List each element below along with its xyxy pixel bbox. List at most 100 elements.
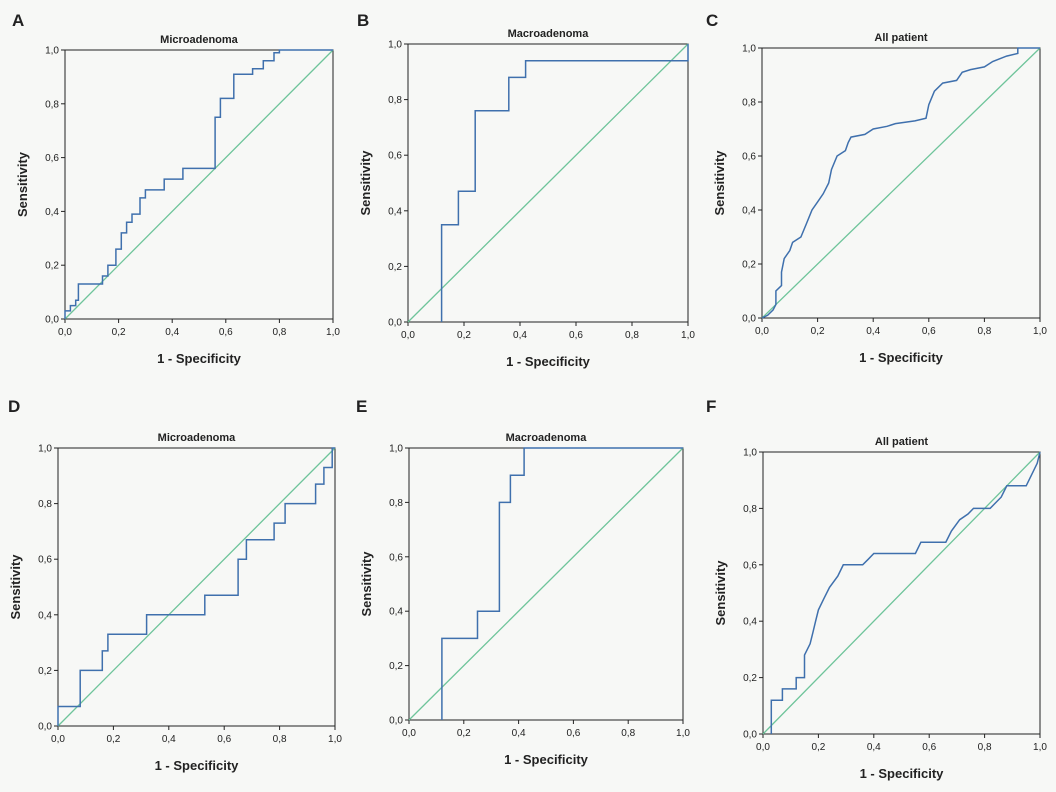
x-tick-label: 0,8: [272, 327, 286, 338]
x-axis-label: 1 - Specificity: [157, 351, 242, 366]
y-tick-label: 0,4: [743, 617, 757, 628]
x-tick-label: 0,6: [219, 327, 233, 338]
y-tick-label: 0,8: [388, 95, 402, 106]
x-axis-label: 1 - Specificity: [859, 350, 944, 365]
y-tick-label: 0,4: [742, 206, 756, 217]
y-tick-label: 1,0: [45, 46, 59, 57]
roc-panel-f: F All patient 0,00,0 0,2 0,2 0,4 0,4 0,6 0,6 0,8 0…: [706, 397, 1047, 781]
y-tick-label: 0,6: [38, 555, 52, 566]
y-tick-label: 0,0: [743, 730, 757, 741]
y-axis-label: Sensitivity: [359, 551, 374, 617]
x-tick-label: 0,6: [922, 742, 936, 753]
y-axis-label: Sensitivity: [15, 151, 30, 217]
y-tick-label: 1,0: [742, 44, 756, 55]
y-axis-label: Sensitivity: [8, 554, 23, 620]
panel-letter: B: [357, 11, 369, 30]
x-tick-label: 0,8: [621, 728, 635, 739]
y-tick-label: 0,6: [45, 153, 59, 164]
y-axis-label: Sensitivity: [358, 150, 373, 216]
x-tick-label: 0,4: [165, 327, 179, 338]
plot-frame: [762, 451, 1041, 735]
chart-title: All patient: [874, 32, 928, 44]
y-tick-label: 0,0: [388, 318, 402, 329]
x-tick-label: 0,4: [512, 728, 526, 739]
y-axis-label: Sensitivity: [713, 560, 728, 626]
y-tick-label: 0,2: [388, 262, 402, 273]
y-tick-label: 0,0: [742, 314, 756, 325]
y-axis-label: Sensitivity: [712, 150, 727, 216]
y-tick-label: 0,6: [389, 552, 403, 563]
plot-frame: [407, 43, 689, 323]
x-tick-label: 0,4: [162, 734, 176, 745]
roc-curve: [761, 47, 1040, 319]
y-tick-label: 0,0: [38, 722, 52, 733]
roc-curve: [440, 44, 689, 322]
y-tick-label: 1,0: [38, 444, 52, 455]
x-axis-label: 1 - Specificity: [860, 766, 945, 781]
x-tick-label: 0,8: [625, 330, 639, 341]
x-tick-label: 0,0: [401, 330, 415, 341]
x-tick-label: 0,2: [457, 728, 471, 739]
x-axis-label: 1 - Specificity: [155, 758, 240, 773]
plot-frame: [57, 447, 336, 727]
chart-title: Macroadenoma: [508, 28, 590, 40]
x-tick-label: 0,2: [457, 330, 471, 341]
roc-curve: [57, 447, 335, 726]
x-axis-label: 1 - Specificity: [506, 354, 591, 369]
y-tick-label: 0,8: [743, 504, 757, 515]
x-tick-label: 0,0: [51, 734, 65, 745]
chart-title: Microadenoma: [160, 34, 239, 46]
y-tick-label: 0,6: [388, 151, 402, 162]
panel-letter: D: [8, 397, 20, 416]
x-axis-label: 1 - Specificity: [504, 752, 589, 767]
x-tick-label: 0,6: [922, 326, 936, 337]
x-tick-label: 0,2: [106, 734, 120, 745]
chart-title: Macroadenoma: [506, 432, 588, 444]
x-tick-label: 0,6: [566, 728, 580, 739]
roc-curve: [441, 447, 683, 720]
panel-letter: C: [706, 11, 718, 30]
y-tick-label: 1,0: [389, 444, 403, 455]
chart-title: Microadenoma: [158, 432, 237, 444]
y-tick-label: 0,8: [38, 499, 52, 510]
plot-frame: [64, 49, 334, 320]
x-tick-label: 1,0: [326, 327, 340, 338]
chart-title: All patient: [875, 436, 929, 448]
y-tick-label: 0,2: [742, 260, 756, 271]
x-tick-label: 0,4: [866, 326, 880, 337]
y-tick-label: 0,6: [743, 560, 757, 571]
plot-frame: [761, 47, 1041, 319]
x-tick-label: 1,0: [681, 330, 695, 341]
x-tick-label: 0,2: [811, 742, 825, 753]
x-tick-label: 0,2: [112, 327, 126, 338]
reference-line: [762, 451, 1041, 735]
y-tick-label: 0,0: [45, 315, 59, 326]
x-tick-label: 0,0: [756, 742, 770, 753]
y-tick-label: 1,0: [388, 40, 402, 51]
x-tick-label: 1,0: [328, 734, 342, 745]
x-tick-label: 0,0: [58, 327, 72, 338]
x-tick-label: 0,0: [402, 728, 416, 739]
y-tick-label: 0,8: [742, 98, 756, 109]
panel-letter: A: [12, 11, 24, 30]
x-tick-label: 0,8: [978, 742, 992, 753]
y-tick-label: 0,6: [742, 152, 756, 163]
roc-panel-d: D Microadenoma 0,00,0 0,2 0,2 0,4 0,4 0,6 0,6 0,8…: [8, 397, 342, 773]
y-tick-label: 0,0: [389, 716, 403, 727]
y-tick-label: 0,8: [389, 498, 403, 509]
reference-line: [64, 49, 334, 320]
x-tick-label: 0,2: [811, 326, 825, 337]
roc-curve: [770, 451, 1041, 734]
y-tick-label: 0,4: [389, 607, 403, 618]
x-tick-label: 0,8: [977, 326, 991, 337]
x-tick-label: 1,0: [1033, 326, 1047, 337]
reference-line: [407, 43, 689, 323]
roc-curve: [64, 49, 333, 319]
reference-line: [57, 447, 336, 727]
x-tick-label: 0,8: [273, 734, 287, 745]
x-tick-label: 0,0: [755, 326, 769, 337]
roc-panel-b: B Macroadenoma 0,00,0 0,2 0,2 0,4 0,4 0,6 0,6 0,8…: [357, 11, 695, 369]
y-tick-label: 0,8: [45, 99, 59, 110]
reference-line: [408, 447, 684, 721]
